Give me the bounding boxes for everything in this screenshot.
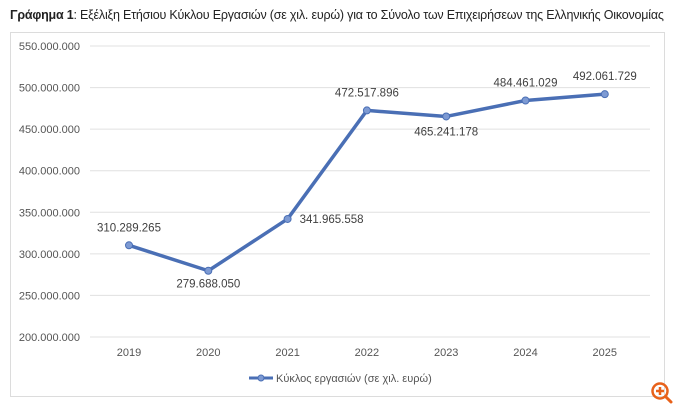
data-point xyxy=(442,112,451,121)
y-tick-label: 500.000.000 xyxy=(19,83,80,95)
y-tick-label: 200.000.000 xyxy=(19,332,80,344)
data-point xyxy=(283,214,292,223)
y-tick-label: 250.000.000 xyxy=(19,290,80,302)
x-tick-label: 2025 xyxy=(593,347,617,359)
data-label: 341.965.558 xyxy=(300,214,364,226)
x-tick-label: 2023 xyxy=(434,347,458,359)
series-line xyxy=(128,92,605,273)
y-tick-label: 300.000.000 xyxy=(19,249,80,261)
title-text: : Εξέλιξη Ετήσιου Κύκλου Εργασιών (σε χι… xyxy=(73,8,664,22)
legend-label: Κύκλος εργασιών (σε χιλ. ευρώ) xyxy=(276,373,432,385)
data-label: 310.289.265 xyxy=(97,222,161,234)
title-prefix: Γράφημα 1 xyxy=(10,8,74,22)
data-point xyxy=(125,241,133,250)
chart-title: Γράφημα 1: Εξέλιξη Ετήσιου Κύκλου Εργασι… xyxy=(10,8,664,22)
data-point xyxy=(362,106,371,115)
zoom-in-icon[interactable] xyxy=(650,381,674,405)
x-tick-label: 2021 xyxy=(275,347,299,359)
y-tick-label: 550.000.000 xyxy=(19,41,80,53)
data-label: 465.241.178 xyxy=(414,126,478,138)
x-tick-label: 2022 xyxy=(355,347,379,359)
data-point xyxy=(204,266,213,275)
legend-marker xyxy=(257,374,265,382)
y-tick-label: 400.000.000 xyxy=(19,166,80,178)
y-tick-label: 450.000.000 xyxy=(19,124,80,136)
data-label: 472.517.896 xyxy=(335,87,399,99)
chart-frame xyxy=(10,32,665,397)
y-tick-label: 350.000.000 xyxy=(19,207,80,219)
data-point xyxy=(521,96,530,105)
data-label: 484.461.029 xyxy=(494,77,558,89)
legend: Κύκλος εργασιών (σε χιλ. ευρώ) xyxy=(249,373,432,385)
x-tick-label: 2019 xyxy=(117,347,141,359)
x-tick-label: 2024 xyxy=(513,347,537,359)
data-label: 279.688.050 xyxy=(176,279,240,291)
data-point xyxy=(600,90,609,99)
data-label: 492.061.729 xyxy=(573,71,637,83)
x-tick-label: 2020 xyxy=(196,347,220,359)
